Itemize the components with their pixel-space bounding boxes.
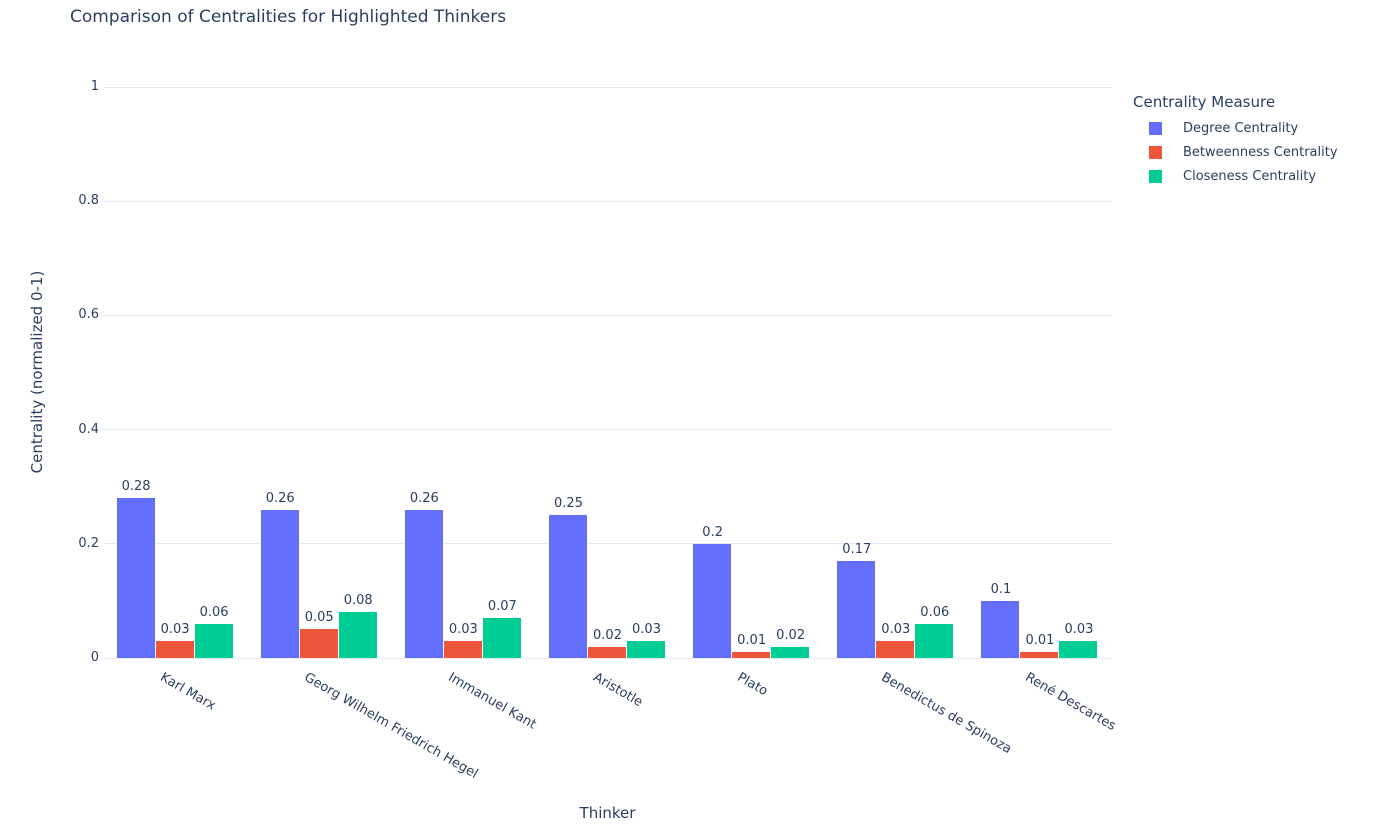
legend-swatch-icon: [1149, 145, 1162, 159]
bar-value-label: 0.08: [343, 593, 373, 609]
x-tick-label: Benedictus de Spinoza: [878, 670, 1014, 757]
x-tick-label: Immanuel Kant: [445, 670, 540, 733]
bar-value-label: 0.06: [199, 604, 229, 620]
y-tick-label: 0.6: [78, 307, 99, 323]
bar-value-label: 0.05: [304, 610, 334, 626]
bar-value-label: 0.03: [632, 621, 661, 637]
bar-value-label: 0.17: [842, 541, 872, 557]
bar[interactable]: [876, 640, 915, 658]
legend-item[interactable]: Closeness Centrality: [1133, 164, 1338, 188]
gridline: [103, 86, 1112, 88]
bar[interactable]: [1059, 640, 1098, 658]
bar-value-label: 0.02: [593, 627, 622, 643]
y-tick-label: 0.4: [78, 421, 99, 437]
legend-item[interactable]: Betweenness Centrality: [1133, 140, 1338, 164]
y-tick-label: 0.2: [78, 535, 99, 551]
bar[interactable]: [771, 646, 810, 658]
bar-value-label: 0.26: [409, 490, 439, 506]
bar[interactable]: [338, 612, 377, 658]
legend: Centrality Measure Degree Centrality Betw…: [1133, 93, 1338, 188]
bar[interactable]: [627, 640, 665, 658]
bar-value-label: 0.03: [1064, 621, 1094, 637]
gridline: [103, 314, 1112, 316]
bar[interactable]: [404, 509, 443, 658]
bar[interactable]: [443, 640, 482, 658]
bar[interactable]: [1020, 652, 1059, 658]
bar-value-label: 0.03: [448, 621, 478, 637]
gridline: [103, 543, 1112, 545]
bar-value-label: 0.03: [881, 621, 911, 637]
bar-value-label: 0.03: [160, 621, 190, 637]
y-tick-label: 0.8: [78, 193, 99, 209]
bar[interactable]: [588, 646, 626, 658]
bar-value-label: 0.25: [554, 496, 583, 512]
legend-item-label: Degree Centrality: [1183, 120, 1299, 136]
bar-value-label: 0.01: [1025, 633, 1055, 649]
legend-title: Centrality Measure: [1133, 93, 1276, 111]
bar-value-label: 0.2: [702, 524, 723, 540]
x-axis-title: Thinker: [579, 804, 636, 822]
bar-value-label: 0.07: [487, 599, 517, 615]
bar[interactable]: [732, 652, 771, 658]
bar[interactable]: [981, 600, 1020, 658]
legend-item[interactable]: Degree Centrality: [1133, 116, 1338, 140]
gridline: [103, 429, 1112, 431]
bar[interactable]: [116, 498, 155, 658]
x-tick-label: René Descartes: [1022, 670, 1119, 734]
bar-value-label: 0.06: [920, 604, 950, 620]
bar[interactable]: [194, 623, 233, 658]
bar[interactable]: [549, 515, 587, 658]
bar[interactable]: [915, 623, 954, 658]
bar[interactable]: [482, 618, 521, 658]
x-tick-label: Karl Marx: [157, 670, 219, 714]
bar-value-label: 0.02: [776, 627, 806, 643]
x-tick-label: Aristotle: [590, 670, 645, 711]
y-axis-title: Centrality (normalized 0-1): [28, 270, 46, 474]
y-tick-label: 0: [90, 650, 99, 665]
bar-value-label: 0.1: [990, 581, 1012, 597]
gridline: [103, 657, 1112, 659]
x-tick-label: Plato: [734, 670, 770, 700]
bar-value-label: 0.28: [121, 479, 151, 495]
gridline: [103, 200, 1112, 202]
bar[interactable]: [837, 560, 876, 658]
bar[interactable]: [299, 629, 338, 658]
bar-value-label: 0.26: [265, 490, 295, 506]
legend-swatch-icon: [1149, 121, 1162, 135]
legend-items: Degree Centrality Betweenness Centrality C…: [1133, 116, 1338, 188]
bar[interactable]: [693, 543, 732, 658]
bar-value-label: 0.01: [737, 633, 767, 649]
bar[interactable]: [155, 640, 194, 658]
bar[interactable]: [260, 509, 299, 658]
legend-swatch-icon: [1149, 169, 1162, 183]
legend-item-label: Betweenness Centrality: [1183, 144, 1338, 160]
chart-title: Comparison of Centralities for Highlight…: [70, 7, 507, 27]
legend-item-label: Closeness Centrality: [1183, 168, 1317, 184]
y-tick-label: 1: [90, 79, 99, 94]
